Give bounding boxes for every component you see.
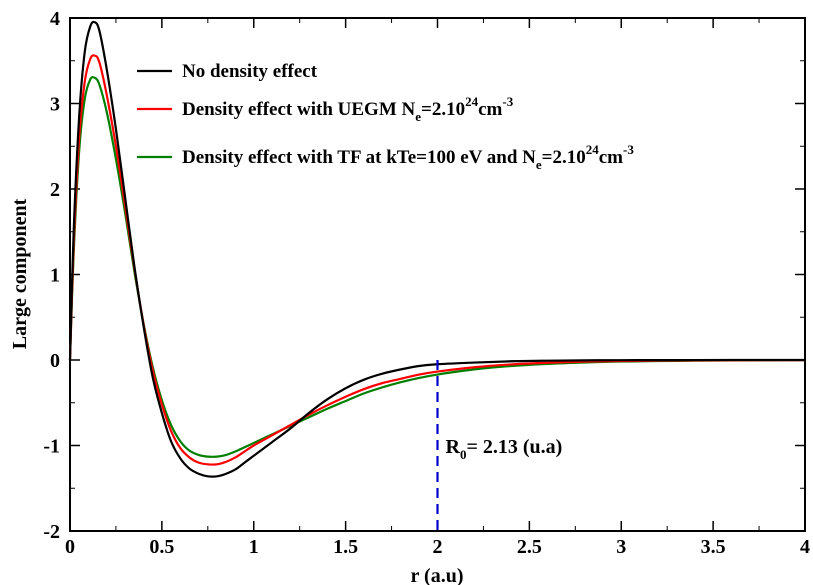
y-tick-label: -1 (43, 436, 60, 458)
y-axis-label: Large component (9, 198, 31, 349)
y-tick-label: 2 (50, 179, 60, 201)
series-line-2 (68, 54, 806, 466)
axis-ticks (69, 17, 806, 532)
x-tick-label: 1 (249, 536, 259, 558)
y-tick-label: -2 (43, 521, 60, 543)
x-axis-label: r (a.u) (411, 565, 464, 585)
legend: No density effect Density effect with UEG… (137, 61, 634, 172)
legend-label-1: No density effect (182, 61, 318, 82)
series-line-1 (68, 20, 806, 478)
legend-label-2: Density effect with UEGM Ne=2.1024cm-3 (182, 94, 514, 124)
y-tick-label: 1 (50, 265, 60, 287)
x-tick-label: 3.5 (701, 536, 726, 558)
series-line-3 (68, 75, 806, 458)
r0-annotation: R0= 2.13 (u.a) (446, 436, 563, 462)
y-tick-label: 4 (50, 8, 60, 30)
x-tick-label: 0 (65, 536, 75, 558)
axis-tick-labels: 0 0.5 1 1.5 2 2.5 3 3.5 4 -2 -1 0 1 2 3 4 (43, 8, 810, 558)
x-tick-label: 0.5 (149, 536, 174, 558)
y-tick-label: 3 (50, 94, 60, 116)
y-tick-label: 0 (50, 350, 60, 372)
legend-label-3: Density effect with TF at kTe=100 eV and… (182, 142, 634, 172)
x-tick-label: 1.5 (333, 536, 358, 558)
series-layer (68, 20, 806, 478)
x-tick-label: 4 (800, 536, 810, 558)
x-tick-label: 2 (433, 536, 443, 558)
annotation: R0= 2.13 (u.a) (436, 360, 563, 531)
plot-frame (69, 17, 806, 532)
x-tick-label: 2.5 (517, 536, 542, 558)
x-tick-label: 3 (616, 536, 626, 558)
